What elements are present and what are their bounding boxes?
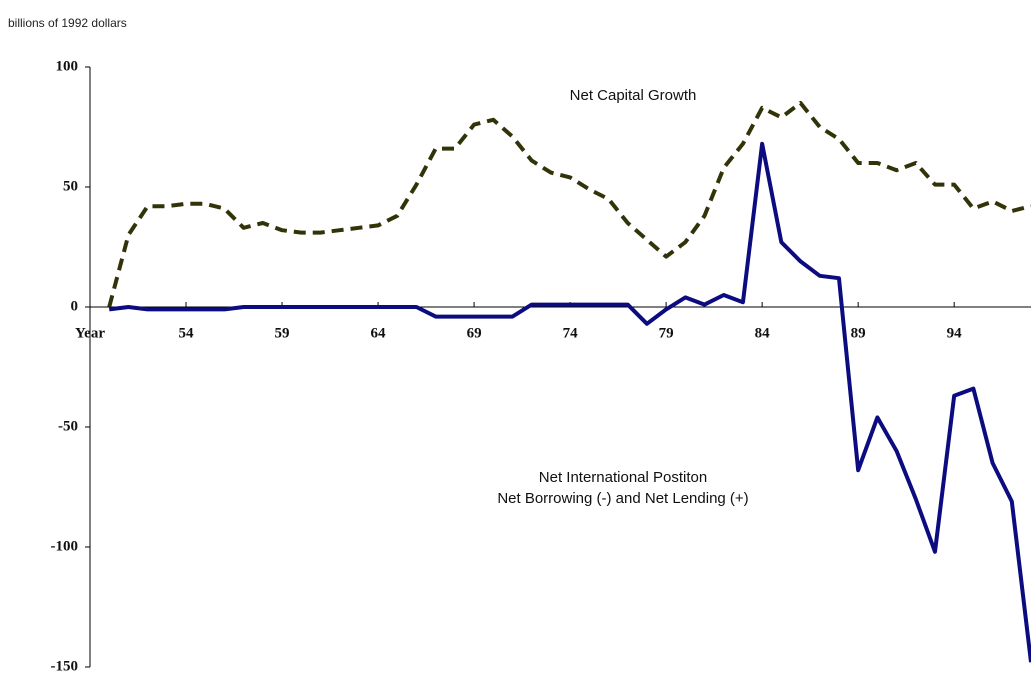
x-tick-label: 94 [947, 325, 963, 341]
x-tick-label: 59 [275, 325, 290, 341]
x-tick-label: 89 [851, 325, 866, 341]
x-tick-label: 74 [563, 325, 579, 341]
series-line [107, 101, 1031, 308]
series-label: Net International Postiton [539, 469, 707, 486]
y-tick-label: -150 [51, 658, 79, 674]
y-tick-label: -50 [58, 418, 78, 434]
x-tick-label: 54 [179, 325, 195, 341]
x-tick-label: 84 [755, 325, 771, 341]
x-tick-label: Year [75, 325, 105, 341]
y-tick-label: -100 [51, 538, 79, 554]
y-tick-label: 0 [71, 298, 79, 314]
series-line [108, 141, 1031, 663]
y-tick-label: 100 [56, 58, 79, 74]
x-tick-label: 64 [371, 325, 387, 341]
series-label: Net Capital Growth [570, 87, 697, 104]
annotation: Net Borrowing (-) and Net Lending (+) [497, 490, 748, 507]
unit-label: billions of 1992 dollars [8, 16, 127, 30]
x-tick-label: 79 [659, 325, 674, 341]
y-tick-label: 50 [63, 178, 78, 194]
x-tick-label: 69 [467, 325, 482, 341]
